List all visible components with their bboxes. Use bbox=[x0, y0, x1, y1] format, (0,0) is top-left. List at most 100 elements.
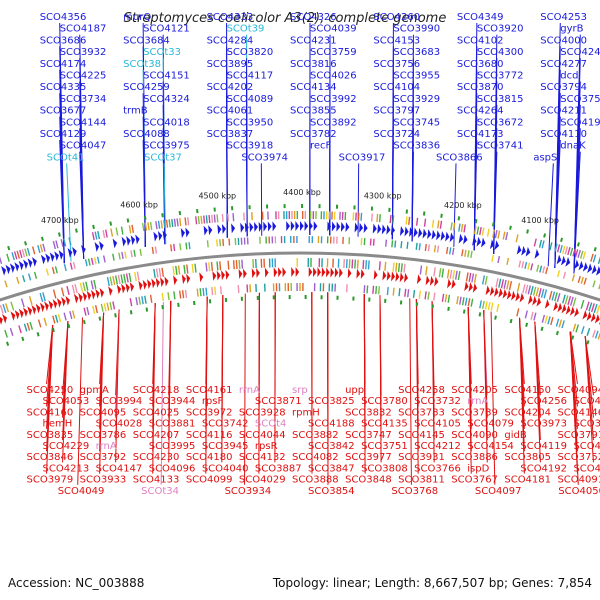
reverse-gene-label: gidB bbox=[504, 430, 526, 441]
reverse-gene-label: SCOt4 bbox=[255, 419, 286, 430]
cog-tick bbox=[377, 286, 381, 295]
reverse-gene-label: SCO3767 bbox=[451, 475, 498, 486]
cog-tick bbox=[484, 275, 488, 286]
reverse-gene-arrow bbox=[485, 285, 490, 296]
reverse-gene-label: SCO4229 bbox=[43, 441, 90, 452]
forward-gene-label: SCO4018 bbox=[143, 117, 190, 128]
cog-tick bbox=[464, 297, 468, 306]
scale-tick-label: 4200 kbp bbox=[444, 201, 482, 210]
marker-tick bbox=[586, 340, 590, 345]
cog-tick bbox=[524, 284, 529, 294]
cog-tick bbox=[572, 297, 577, 307]
cog-tick bbox=[68, 237, 72, 246]
cog-tick bbox=[69, 311, 73, 320]
forward-gene-label: SCO4260 bbox=[373, 12, 420, 23]
forward-gene-label: SCO3992 bbox=[310, 94, 357, 105]
cog-tick bbox=[63, 238, 67, 247]
forward-gene-arrow bbox=[58, 250, 64, 260]
reverse-gene-label: SCO3888 bbox=[292, 475, 339, 486]
cog-tick bbox=[367, 260, 370, 270]
reverse-connector bbox=[258, 292, 260, 474]
cog-tick bbox=[211, 287, 214, 296]
reverse-gene-arrow bbox=[264, 267, 269, 278]
cog-tick bbox=[515, 234, 519, 243]
cog-tick bbox=[533, 312, 537, 321]
cog-tick bbox=[481, 275, 486, 285]
reverse-gene-arrow bbox=[95, 288, 100, 299]
forward-gene-arrow bbox=[81, 244, 86, 255]
forward-gene-arrow bbox=[203, 225, 208, 236]
reverse-gene-arrow bbox=[527, 294, 533, 305]
reverse-gene-label: rrnA bbox=[96, 441, 117, 452]
forward-gene-arrow bbox=[135, 234, 140, 245]
reverse-gene-arrow bbox=[334, 267, 339, 278]
cog-tick bbox=[37, 244, 41, 254]
forward-gene-label: SCO4231 bbox=[290, 35, 337, 46]
cog-tick bbox=[412, 289, 416, 298]
cog-tick bbox=[205, 262, 208, 272]
cog-tick bbox=[437, 220, 440, 229]
forward-gene-arrow bbox=[27, 258, 33, 268]
reverse-gene-arrow bbox=[35, 303, 41, 314]
forward-gene-arrow bbox=[94, 242, 100, 252]
cog-tick bbox=[498, 278, 502, 288]
cog-tick bbox=[51, 266, 55, 275]
reverse-gene-label: SCO4250 bbox=[27, 385, 74, 396]
reverse-gene-label: hemH bbox=[43, 419, 73, 430]
reverse-gene-label: SCO4145 bbox=[398, 430, 445, 441]
forward-gene-arrow bbox=[409, 226, 414, 237]
reverse-gene-label: SCO4215 bbox=[573, 396, 600, 407]
reverse-gene-label: rpmH bbox=[292, 407, 320, 418]
reverse-gene-label: SCO3751 bbox=[361, 441, 408, 452]
cog-tick bbox=[366, 285, 369, 294]
marker-tick bbox=[494, 315, 497, 320]
marker-tick bbox=[143, 215, 147, 220]
cog-tick bbox=[438, 268, 442, 278]
reverse-gene-label: SCO3972 bbox=[186, 407, 233, 418]
forward-gene-label: SCO3794 bbox=[540, 82, 587, 93]
cog-tick bbox=[203, 215, 206, 224]
scale-ticks: 4700 kbp 4600 kbp 4500 kbp 4400 kbp 4300 kbp… bbox=[41, 188, 559, 225]
cog-tick bbox=[579, 250, 584, 259]
marker-tick bbox=[24, 241, 28, 246]
reverse-gene-arrow bbox=[574, 307, 579, 318]
forward-gene-arrow bbox=[582, 262, 588, 272]
cog-tick bbox=[418, 290, 422, 299]
reverse-connector bbox=[160, 301, 164, 485]
forward-gene-arrow bbox=[418, 228, 423, 238]
cog-tick bbox=[4, 329, 8, 338]
cog-tick bbox=[54, 266, 58, 274]
cog-tick bbox=[238, 259, 241, 269]
cog-tick bbox=[161, 292, 165, 302]
cog-tick bbox=[87, 258, 91, 266]
reverse-gene-label: SCO3977 bbox=[345, 452, 392, 463]
cog-tick bbox=[567, 295, 572, 306]
reverse-gene-arrow bbox=[317, 267, 321, 278]
cog-tick bbox=[183, 264, 186, 274]
reverse-gene-arrow bbox=[557, 302, 563, 313]
reverse-gene-label: rrnA bbox=[467, 396, 488, 407]
cog-tick bbox=[384, 261, 387, 271]
cog-tick bbox=[372, 238, 375, 246]
forward-gene-arrow bbox=[180, 228, 185, 238]
reverse-gene-label: SCO4150 bbox=[504, 385, 551, 396]
reverse-gene-arrow bbox=[330, 267, 335, 278]
forward-gene-arrow bbox=[157, 230, 163, 241]
cog-tick bbox=[392, 287, 395, 296]
forward-gene-arrow bbox=[221, 224, 226, 234]
forward-gene-label: SCO4026 bbox=[310, 71, 357, 82]
cog-tick bbox=[21, 249, 26, 258]
cog-tick bbox=[539, 265, 543, 273]
cog-tick bbox=[365, 260, 368, 270]
forward-gene-label: SCO3815 bbox=[477, 94, 524, 105]
cog-tick bbox=[232, 260, 235, 270]
reverse-gene-arrow bbox=[48, 300, 54, 310]
cog-tick bbox=[516, 282, 521, 292]
cog-tick bbox=[452, 247, 455, 255]
forward-gene-label: SCO3672 bbox=[477, 117, 524, 128]
cog-tick bbox=[404, 288, 407, 297]
forward-gene-arrow bbox=[560, 255, 566, 266]
reverse-gene-arrow bbox=[386, 270, 391, 281]
cog-tick bbox=[173, 218, 177, 227]
forward-gene-arrow bbox=[9, 263, 15, 273]
